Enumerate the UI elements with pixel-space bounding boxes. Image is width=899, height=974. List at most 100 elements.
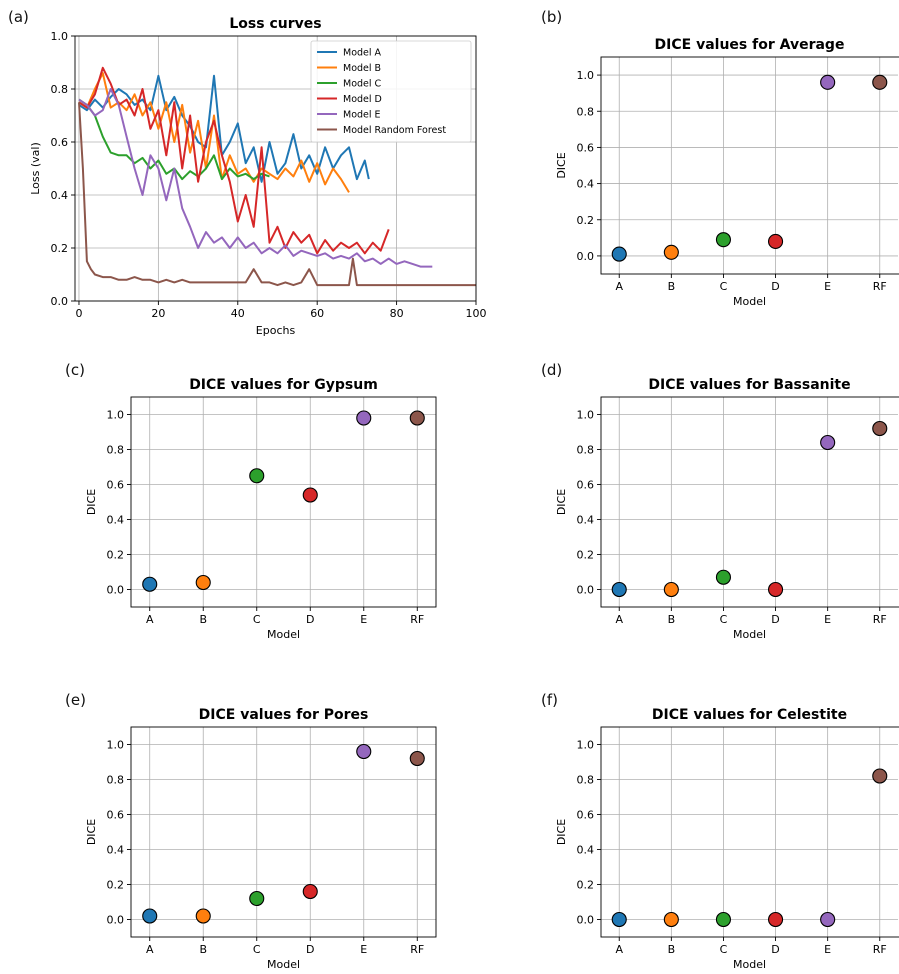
- panel-letter: (d): [541, 361, 562, 379]
- data-point-RF: [872, 74, 888, 90]
- y-tick-label: 0.2: [107, 549, 125, 562]
- x-tick-label: E: [360, 613, 367, 626]
- plot-frame: [600, 396, 899, 608]
- x-tick-label: RF: [873, 280, 887, 293]
- y-tick-label: 1.0: [107, 409, 125, 422]
- x-tick-label: A: [146, 943, 154, 956]
- x-tick-label: 60: [310, 307, 324, 320]
- y-tick-label: 0.4: [107, 514, 125, 527]
- y-tick-label: 0.4: [577, 178, 595, 191]
- y-axis-label: Loss (val): [29, 142, 42, 195]
- x-tick-label: A: [146, 613, 154, 626]
- y-axis-label: DICE: [555, 819, 568, 845]
- legend-entry: Model D: [343, 94, 382, 105]
- data-point-E: [356, 743, 372, 760]
- series-line-1: [78, 74, 370, 183]
- x-tick-label: 0: [75, 307, 82, 320]
- data-point-E: [820, 434, 836, 451]
- y-tick-label: 1.0: [577, 739, 595, 752]
- data-point-A: [611, 911, 627, 928]
- y-tick-label: 0.6: [577, 809, 595, 822]
- data-point-B: [195, 574, 211, 591]
- series-line-2: [78, 72, 350, 193]
- x-tick-label: A: [615, 943, 623, 956]
- plot-frame: [74, 35, 477, 302]
- plot-frame: [600, 56, 899, 275]
- y-tick-label: 0.8: [107, 774, 125, 787]
- y-tick-label: 0.4: [577, 514, 595, 527]
- x-tick-label: D: [771, 613, 779, 626]
- x-tick-label: B: [199, 943, 207, 956]
- x-tick-label: D: [306, 613, 314, 626]
- x-tick-label: 100: [466, 307, 487, 320]
- x-tick-label: A: [615, 613, 623, 626]
- series-line-4: [78, 66, 390, 255]
- x-tick-label: E: [360, 943, 367, 956]
- data-point-C: [715, 569, 731, 585]
- series-line-5: [78, 88, 433, 268]
- legend-entry: Model B: [343, 63, 381, 74]
- chart-title: Loss curves: [229, 16, 321, 32]
- y-tick-label: 0.6: [51, 136, 69, 149]
- x-tick-label: E: [824, 943, 831, 956]
- y-tick-label: 0.0: [51, 295, 69, 308]
- y-tick-label: 1.0: [577, 409, 595, 422]
- panel-letter: (e): [65, 691, 86, 709]
- data-point-E: [356, 410, 372, 426]
- y-tick-label: 0.0: [577, 584, 595, 597]
- y-axis-label: DICE: [85, 489, 98, 515]
- panel-letter: (f): [541, 691, 558, 709]
- y-tick-label: 0.2: [107, 879, 125, 892]
- y-axis-label: DICE: [85, 819, 98, 845]
- data-point-A: [611, 581, 627, 598]
- x-axis-label: Model: [267, 628, 300, 641]
- data-point-E: [820, 74, 836, 90]
- data-point-D: [768, 233, 784, 249]
- dice-panel: (d) DICE values for Bassanite 0.0 0.2 0.4 0.6…: [541, 361, 899, 641]
- legend-box: [310, 40, 472, 143]
- x-axis-label: Model: [733, 628, 766, 641]
- y-tick-label: 0.0: [577, 914, 595, 927]
- x-tick-label: D: [306, 943, 314, 956]
- y-tick-label: 0.2: [577, 214, 595, 227]
- y-tick-label: 0.0: [107, 584, 125, 597]
- x-tick-label: B: [668, 280, 676, 293]
- data-point-B: [663, 911, 679, 928]
- data-point-D: [302, 487, 318, 503]
- legend-entry: Model E: [343, 110, 381, 121]
- x-tick-label: C: [253, 943, 261, 956]
- data-point-B: [663, 581, 679, 598]
- data-point-C: [249, 468, 265, 484]
- x-tick-label: 40: [231, 307, 245, 320]
- plot-frame: [600, 726, 899, 938]
- y-tick-label: 1.0: [107, 739, 125, 752]
- x-tick-label: RF: [410, 613, 424, 626]
- data-point-RF: [872, 420, 888, 437]
- legend: Model A Model B Model C Model D Model E Model…: [310, 40, 472, 143]
- data-point-E: [820, 911, 836, 928]
- x-tick-label: A: [615, 280, 623, 293]
- series-line-6: [78, 102, 476, 287]
- panel-letter: (a): [8, 8, 29, 26]
- x-tick-label: 80: [390, 307, 404, 320]
- data-point-D: [302, 883, 318, 900]
- y-tick-label: 0.6: [577, 141, 595, 154]
- x-tick-label: C: [720, 280, 728, 293]
- chart-title: DICE values for Gypsum: [189, 377, 378, 393]
- y-tick-label: 0.0: [107, 914, 125, 927]
- dice-panel: (f) DICE values for Celestite 0.0 0.2 0.4 0.6…: [541, 691, 899, 971]
- y-tick-label: 0.2: [577, 879, 595, 892]
- x-tick-label: RF: [873, 943, 887, 956]
- legend-entry: Model C: [343, 79, 382, 90]
- y-tick-label: 0.2: [577, 549, 595, 562]
- x-tick-label: C: [253, 613, 261, 626]
- legend-entry: Model A: [343, 48, 382, 59]
- y-axis-label: DICE: [555, 152, 568, 178]
- chart-title: DICE values for Bassanite: [648, 377, 850, 393]
- y-tick-label: 0.4: [107, 844, 125, 857]
- data-point-A: [142, 908, 158, 924]
- x-tick-label: C: [720, 943, 728, 956]
- y-tick-label: 0.8: [107, 444, 125, 457]
- data-point-RF: [872, 768, 888, 784]
